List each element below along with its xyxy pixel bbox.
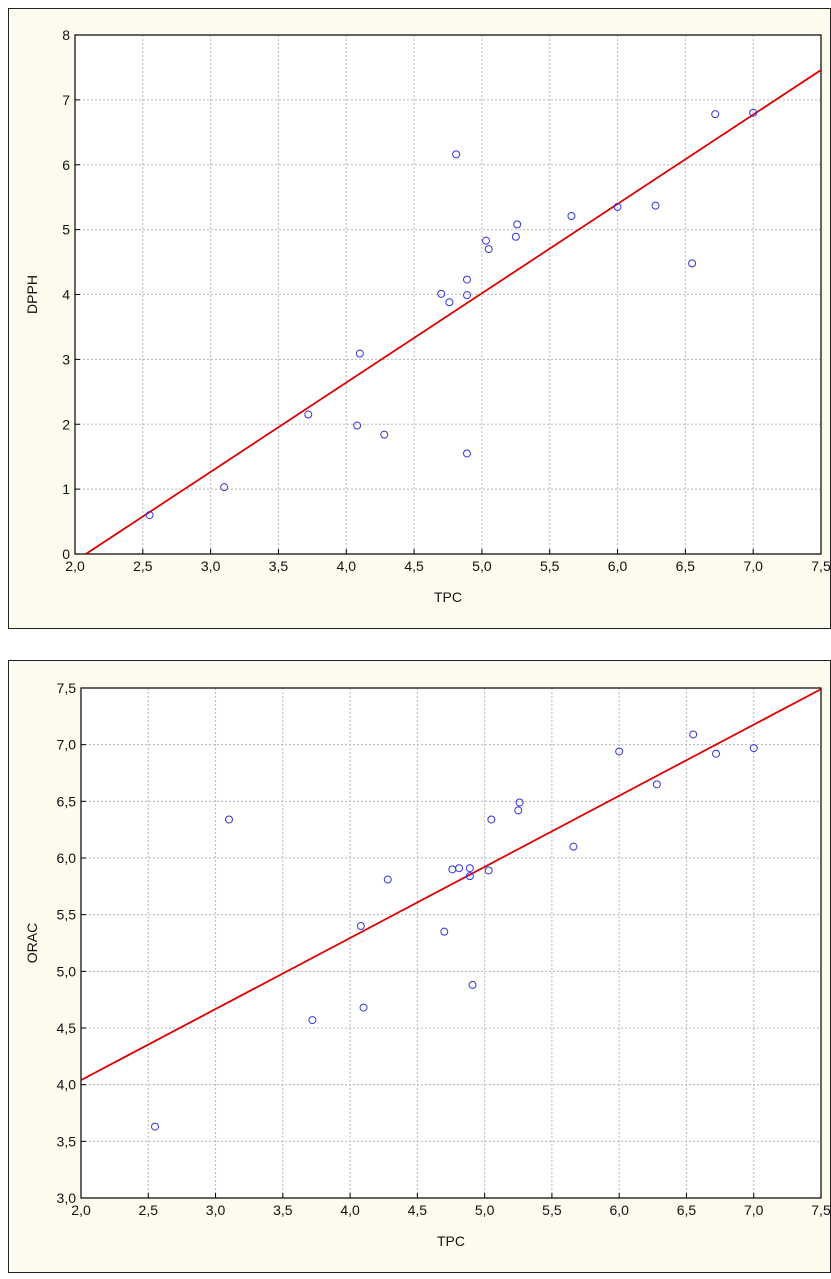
y-tick-label: 4,5	[57, 1020, 77, 1036]
x-tick-label: 7,0	[743, 558, 763, 574]
y-tick-label: 7,0	[57, 737, 77, 753]
data-point	[445, 298, 454, 307]
y-tick-label: 3,5	[57, 1133, 77, 1149]
y-tick-label: 6,5	[57, 793, 77, 809]
data-point	[481, 236, 490, 245]
data-point	[711, 110, 720, 119]
data-point	[567, 212, 576, 221]
data-point	[380, 430, 389, 439]
y-tick-label: 6,0	[57, 850, 77, 866]
x-tick-label: 4,5	[408, 1202, 428, 1218]
x-tick-label: 2,0	[71, 1202, 91, 1218]
data-point	[308, 1016, 317, 1025]
y-axis-title: ORAC	[24, 923, 40, 963]
data-point	[462, 449, 471, 458]
x-tick-label: 4,0	[340, 1202, 360, 1218]
data-point	[356, 922, 365, 930]
plot-frame	[80, 687, 822, 1199]
data-point	[455, 864, 464, 873]
x-tick-label: 4,5	[404, 558, 424, 574]
x-tick-label: 5,5	[542, 1202, 562, 1218]
data-point	[484, 245, 493, 254]
dpph-scatter-chart: 2,0 2,5 3,0 3,5 4,0 4,5 5,0 5,5 6,0 6,5 7,0 7,5 0 1 2 3…	[24, 27, 831, 605]
data-point	[304, 410, 313, 419]
orac-scatter-chart: 2,0 2,5 3,0 3,5 4,0 4,5 5,0 5,5 6,0 6,5 7,0 7,5 3,0 3…	[24, 680, 831, 1249]
y-tick-label: 7,5	[57, 680, 77, 696]
x-tick-label: 3,0	[206, 1202, 226, 1218]
y-axis-title: DPPH	[24, 275, 40, 314]
data-point	[355, 349, 364, 358]
data-point	[514, 806, 523, 815]
data-point	[462, 275, 471, 284]
data-point	[468, 980, 477, 989]
y-tick-label: 3	[62, 351, 70, 367]
data-point	[749, 744, 758, 753]
y-tick-label: 5,0	[57, 963, 77, 979]
x-tick-label: 5,5	[540, 558, 560, 574]
data-point	[569, 842, 578, 851]
data-point	[145, 511, 154, 520]
data-point	[462, 291, 471, 300]
data-point	[353, 421, 362, 430]
data-point	[712, 749, 721, 758]
data-point	[515, 798, 524, 807]
x-tick-label: 6,0	[609, 1202, 629, 1218]
data-point	[749, 108, 758, 117]
y-tick-label: 8	[62, 27, 70, 43]
data-point	[511, 232, 520, 241]
x-tick-label: 6,5	[677, 1202, 697, 1218]
y-tick-label: 5,5	[57, 907, 77, 923]
x-axis-title: TPC	[437, 1233, 465, 1249]
data-point	[225, 815, 233, 824]
y-tick-label: 4,0	[57, 1077, 77, 1093]
data-point	[487, 815, 496, 824]
x-tick-label: 3,5	[273, 1202, 293, 1218]
regression-line	[81, 688, 821, 1081]
data-point	[452, 150, 461, 159]
y-tick-label: 7	[62, 92, 70, 108]
x-tick-label: 3,5	[269, 558, 289, 574]
dpph-chart-panel: 2,0 2,5 3,0 3,5 4,0 4,5 5,0 5,5 6,0 6,5 7,0 7,5 0 1 2 3…	[8, 8, 831, 629]
x-tick-label: 7,0	[744, 1202, 764, 1218]
y-tick-label: 3,0	[57, 1190, 77, 1206]
x-tick-label: 2,0	[65, 558, 85, 574]
data-point	[513, 220, 522, 229]
y-tick-label: 5	[62, 222, 70, 238]
y-tick-label: 2	[62, 416, 70, 432]
plot-area	[81, 688, 821, 1198]
x-tick-label: 6,0	[608, 558, 628, 574]
data-point	[437, 289, 446, 298]
y-tick-label: 6	[62, 157, 70, 173]
x-tick-label: 2,5	[139, 1202, 159, 1218]
data-point	[383, 875, 392, 884]
x-tick-label: 5,0	[475, 1202, 495, 1218]
data-point	[359, 1003, 368, 1012]
x-tick-label: 5,0	[472, 558, 492, 574]
data-point	[613, 202, 622, 211]
data-point	[465, 872, 474, 881]
data-point	[484, 866, 493, 875]
orac-chart-panel: 2,0 2,5 3,0 3,5 4,0 4,5 5,0 5,5 6,0 6,5 7,0 7,5 3,0 3…	[8, 660, 831, 1273]
regression-line	[85, 69, 821, 554]
data-point	[440, 927, 449, 936]
data-point	[615, 747, 624, 756]
y-tick-label: 0	[62, 546, 70, 562]
x-tick-label: 4,0	[337, 558, 357, 574]
data-point	[689, 730, 698, 739]
x-tick-label: 7,5	[811, 1202, 831, 1218]
x-tick-label: 7,5	[811, 558, 831, 574]
data-point	[651, 201, 660, 210]
x-tick-label: 3,0	[201, 558, 221, 574]
data-point	[220, 483, 229, 492]
data-point	[465, 864, 474, 873]
y-tick-label: 1	[62, 481, 70, 497]
y-tick-label: 4	[62, 287, 70, 303]
data-point	[688, 259, 697, 268]
x-tick-label: 6,5	[676, 558, 696, 574]
x-tick-label: 2,5	[133, 558, 153, 574]
data-point	[652, 780, 661, 789]
data-point	[151, 1122, 159, 1131]
x-axis-title: TPC	[434, 589, 462, 605]
